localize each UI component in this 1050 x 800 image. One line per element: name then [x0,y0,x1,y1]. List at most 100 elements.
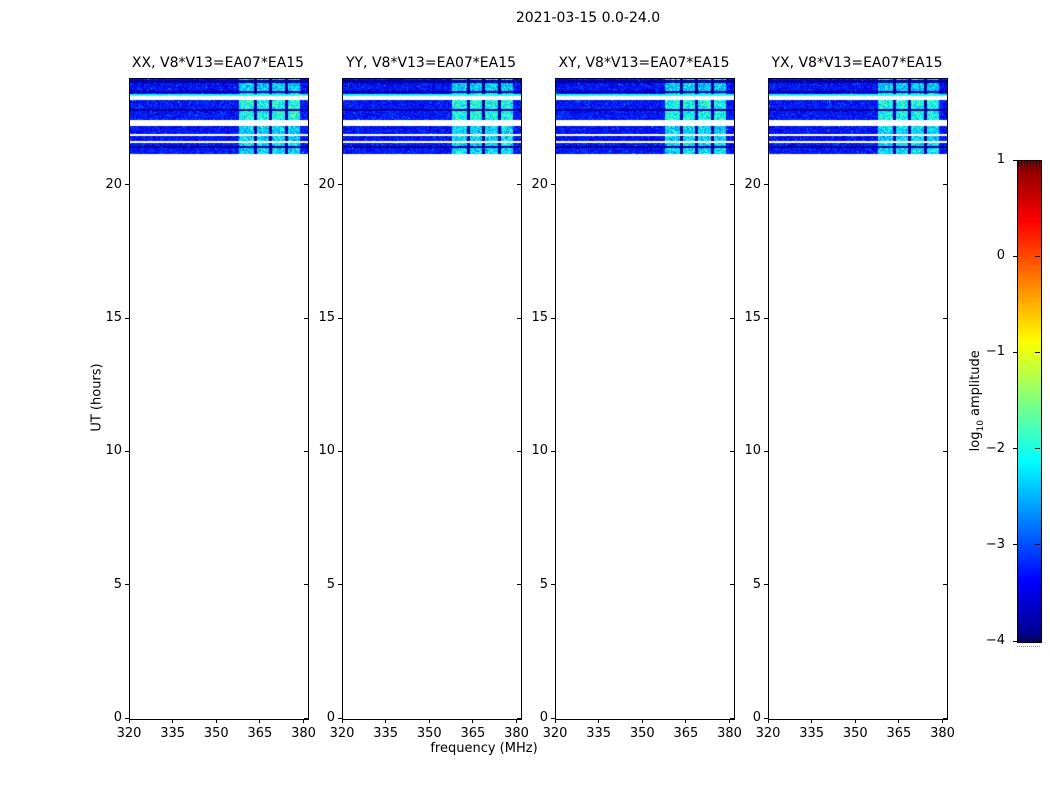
y-tick-mark-right [304,584,308,586]
spectrogram-canvas-yx [769,79,947,157]
colorbar-tick-mark-right [1035,448,1040,450]
x-tick-label: 335 [799,726,825,741]
spectrogram-panel-yy [342,78,522,720]
x-tick-mark [259,719,261,723]
y-tick-mark-right [730,317,734,319]
x-tick-label: 350 [416,726,442,741]
x-tick-mark [428,719,430,723]
y-tick-label: 10 [744,443,761,459]
y-tick-mark-right [517,717,521,719]
x-tick-label: 380 [504,726,529,741]
y-tick-label: 5 [326,576,335,592]
y-tick-mark-right [304,317,308,319]
y-tick-mark-right [943,317,947,319]
y-tick-mark [764,184,768,186]
x-tick-mark [215,719,217,723]
x-tick-mark [128,719,130,723]
panel-title-xy: XY, V8*V13=EA07*EA15 [558,55,730,71]
x-tick-mark [942,719,943,723]
y-tick-mark-right [943,184,947,186]
x-tick-label: 350 [842,726,868,741]
x-tick-label: 335 [373,726,399,741]
x-tick-label: 320 [542,726,568,741]
x-tick-label: 365 [673,726,699,741]
colorbar-top-hatch [1018,161,1041,167]
x-axis-label: frequency (MHz) [430,741,538,756]
y-tick-mark-right [517,584,521,586]
colorbar-gradient [1018,161,1041,642]
x-tick-mark [472,719,474,723]
y-tick-mark-right [730,717,734,719]
x-tick-mark [685,719,687,723]
y-tick-label: 20 [744,176,761,192]
x-tick-mark [811,719,813,723]
y-tick-label: 0 [752,710,761,725]
y-tick-label: 10 [318,443,335,459]
x-tick-mark [598,719,600,723]
y-tick-mark [551,584,555,586]
x-tick-label: 380 [717,726,742,741]
y-tick-label: 0 [326,710,335,725]
colorbar-tick-mark-right [1035,159,1040,161]
y-tick-mark-right [304,717,308,719]
x-tick-mark [341,719,343,723]
y-tick-mark [338,717,342,719]
y-tick-label: 10 [105,443,122,459]
x-tick-mark [385,719,387,723]
colorbar-tick-mark-right [1035,255,1040,257]
panel-title-xx: XX, V8*V13=EA07*EA15 [131,55,305,71]
y-tick-label: 5 [752,576,761,592]
y-tick-label: 20 [105,176,122,192]
colorbar-tick-mark [1013,351,1018,353]
y-tick-mark-right [304,450,308,452]
y-tick-label: 5 [539,576,548,592]
y-tick-label: 20 [318,176,335,192]
y-tick-mark [125,450,129,452]
y-tick-mark [764,584,768,586]
spectrogram-panel-xy [555,78,735,720]
colorbar-tick-mark-right [1035,544,1040,546]
y-tick-mark [125,717,129,719]
colorbar-tick-mark-right [1035,640,1040,642]
colorbar-bottom-hatch [1018,636,1041,642]
colorbar-tick-mark [1013,448,1018,450]
x-tick-label: 380 [291,726,316,741]
x-tick-label: 380 [930,726,955,741]
colorbar-extend-dots [1017,646,1040,647]
y-tick-label: 15 [531,310,548,325]
y-tick-mark-right [517,317,521,319]
x-tick-mark [898,719,900,723]
y-tick-mark [551,184,555,186]
y-tick-mark [338,450,342,452]
colorbar-tick-mark [1013,159,1018,161]
spectrogram-panel-yx [768,78,948,720]
y-tick-mark-right [943,584,947,586]
y-tick-mark [125,584,129,586]
y-tick-mark-right [304,184,308,186]
y-tick-mark-right [517,450,521,452]
x-tick-label: 320 [116,726,142,741]
x-tick-label: 365 [886,726,912,741]
colorbar-tick-label: −2 [985,440,1005,456]
panel-title-yx: YX, V8*V13=EA07*EA15 [771,55,943,71]
y-tick-label: 15 [744,310,761,325]
x-tick-label: 365 [460,726,486,741]
colorbar-tick-mark [1013,640,1018,642]
y-tick-mark [764,717,768,719]
x-tick-mark [854,719,856,723]
spectrogram-canvas-yy [343,79,521,157]
figure-title: 2021-03-15 0.0-24.0 [515,10,661,26]
y-tick-label: 0 [539,710,548,725]
colorbar-tick-mark-right [1035,351,1040,353]
y-tick-mark [764,450,768,452]
spectrogram-canvas-xx [130,79,308,157]
y-tick-mark-right [730,584,734,586]
y-tick-mark-right [730,184,734,186]
y-tick-mark [125,317,129,319]
x-tick-label: 335 [586,726,612,741]
x-tick-label: 320 [329,726,355,741]
y-tick-mark-right [730,450,734,452]
colorbar-tick-label: −1 [985,344,1005,360]
y-tick-label: 15 [318,310,335,325]
